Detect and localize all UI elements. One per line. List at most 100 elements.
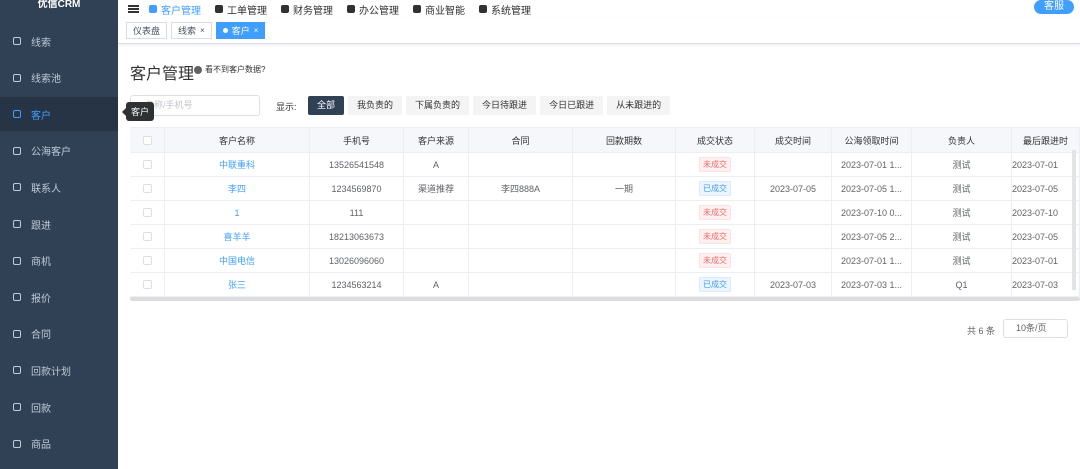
tooltip: 客户 bbox=[121, 102, 155, 121]
page-title: 客户管理 bbox=[130, 66, 195, 83]
menu-item[interactable]: 合同 bbox=[0, 317, 118, 351]
tag-label: 仪表盘 bbox=[133, 26, 161, 36]
help-link[interactable]: 看不到客户数据? bbox=[194, 64, 265, 75]
tag-close[interactable]: × bbox=[200, 26, 205, 35]
cell bbox=[130, 249, 165, 272]
nav-item[interactable]: 工单管理 bbox=[215, 2, 267, 17]
cell: 2023-07-01 bbox=[1012, 153, 1080, 176]
tag[interactable]: 仪表盘 bbox=[126, 22, 168, 39]
nav-item[interactable]: 办公管理 bbox=[347, 2, 399, 17]
tag[interactable]: 线索 × bbox=[171, 22, 212, 39]
checkbox[interactable] bbox=[142, 184, 152, 193]
cell: 中联重科 bbox=[165, 153, 310, 176]
cell: Q1 bbox=[912, 273, 1012, 296]
header-cell bbox=[130, 128, 165, 152]
cell-text: A bbox=[432, 279, 439, 290]
tag[interactable]: 客户 × bbox=[215, 22, 266, 39]
cell-text: 一期 bbox=[614, 184, 633, 194]
menu-toggle[interactable] bbox=[128, 5, 139, 13]
customer-link[interactable]: 1 bbox=[234, 207, 240, 218]
nav-icon bbox=[149, 5, 157, 13]
menu-icon bbox=[13, 220, 21, 228]
cell: 18213063673 bbox=[310, 225, 404, 248]
header-cell: 客户来源 bbox=[404, 128, 469, 152]
tag-close[interactable]: × bbox=[253, 26, 259, 35]
checkbox[interactable] bbox=[142, 160, 152, 169]
cell bbox=[130, 177, 165, 200]
checkbox[interactable] bbox=[142, 232, 152, 241]
cell: 2023-07-05 2... bbox=[832, 225, 912, 248]
menu-item[interactable]: 商品 bbox=[0, 427, 118, 461]
menu-icon bbox=[13, 366, 21, 375]
customer-link[interactable]: 李四 bbox=[227, 184, 246, 194]
nav-item[interactable]: 财务管理 bbox=[281, 2, 333, 17]
menu-item[interactable]: 商机 bbox=[0, 244, 118, 278]
customer-link[interactable]: 中联重科 bbox=[218, 160, 255, 170]
nav-item[interactable]: 商业智能 bbox=[413, 2, 465, 17]
h-scrollbar[interactable] bbox=[130, 297, 1080, 301]
status-tag: 未成交 bbox=[699, 253, 731, 268]
table-row: 中联重科 13526541548 A 未成交 2023-07-01 1... 测试 2023… bbox=[130, 153, 1080, 177]
nav-label: 商业智能 bbox=[425, 5, 465, 17]
cell: 2023-07-01 1... bbox=[832, 153, 912, 176]
cell: 测试 bbox=[912, 201, 1012, 224]
menu-item[interactable]: 公海客户 bbox=[0, 134, 118, 168]
cell: 一期 bbox=[573, 177, 676, 200]
menu-item[interactable]: 报价 bbox=[0, 280, 118, 314]
cell-text: 2023-07-01 1... bbox=[840, 255, 903, 266]
cell: 已成交 bbox=[676, 177, 755, 200]
menu-icon bbox=[13, 73, 21, 82]
v-scrollbar[interactable] bbox=[1072, 150, 1076, 290]
menu-item[interactable]: 线索 bbox=[0, 24, 118, 58]
cell bbox=[469, 153, 573, 176]
cell-text: 2023-07-10 bbox=[1012, 207, 1059, 218]
filter-button[interactable]: 全部 bbox=[308, 96, 345, 115]
help-text: 看不到客户数据? bbox=[205, 65, 266, 74]
customer-link[interactable]: 喜羊羊 bbox=[223, 232, 251, 242]
header-cell: 客户名称 bbox=[165, 128, 310, 152]
cell: 测试 bbox=[912, 249, 1012, 272]
cell-text: 2023-07-03 bbox=[769, 279, 817, 290]
checkbox[interactable] bbox=[142, 280, 152, 289]
cell bbox=[469, 273, 573, 296]
cell: 中国电信 bbox=[165, 249, 310, 272]
cell: 13526541548 bbox=[310, 153, 404, 176]
menu-item[interactable]: 回款 bbox=[0, 390, 118, 424]
cell bbox=[573, 225, 676, 248]
cell-text: 2023-07-01 bbox=[1012, 159, 1059, 170]
menu-label: 商品 bbox=[31, 440, 51, 452]
menu-item[interactable]: 客户 bbox=[0, 97, 118, 132]
menu-item[interactable]: 跟进 bbox=[0, 207, 118, 241]
cell: 2023-07-05 bbox=[755, 177, 832, 200]
cell bbox=[130, 201, 165, 224]
checkbox[interactable] bbox=[142, 256, 152, 265]
cell: 李四888A bbox=[469, 177, 573, 200]
menu-item[interactable]: 联系人 bbox=[0, 170, 118, 204]
nav-item[interactable]: 系统管理 bbox=[479, 2, 531, 17]
checkbox[interactable] bbox=[142, 208, 152, 217]
menu-label: 线索 bbox=[31, 37, 51, 49]
cell bbox=[130, 225, 165, 248]
customer-link[interactable]: 中国电信 bbox=[218, 256, 255, 266]
cell: 2023-07-01 bbox=[1012, 249, 1080, 272]
filter-button[interactable]: 下属负责的 bbox=[406, 96, 470, 115]
menu-item[interactable]: 回款计划 bbox=[0, 353, 118, 387]
filter-button[interactable]: 从未跟进的 bbox=[607, 96, 671, 115]
menu-item[interactable]: 线索池 bbox=[0, 61, 118, 95]
cell-text: 测试 bbox=[952, 184, 971, 194]
cell: 1 bbox=[165, 201, 310, 224]
cell-text: 2023-07-05 bbox=[1012, 231, 1059, 242]
customer-link[interactable]: 张三 bbox=[227, 280, 246, 290]
cell bbox=[404, 225, 469, 248]
filter-button[interactable]: 今日待跟进 bbox=[473, 96, 537, 115]
checkbox[interactable] bbox=[142, 135, 152, 145]
service-button[interactable]: 客服 bbox=[1034, 0, 1074, 14]
menu-icon bbox=[13, 146, 21, 155]
cell-text: 测试 bbox=[952, 256, 971, 266]
filter-button[interactable]: 我负责的 bbox=[348, 96, 403, 115]
cell bbox=[404, 249, 469, 272]
filter-button[interactable]: 今日已跟进 bbox=[540, 96, 604, 115]
page-size[interactable]: 10条/页 bbox=[1003, 319, 1068, 338]
menu-icon bbox=[13, 439, 21, 448]
nav-item[interactable]: 客户管理 bbox=[149, 2, 201, 17]
